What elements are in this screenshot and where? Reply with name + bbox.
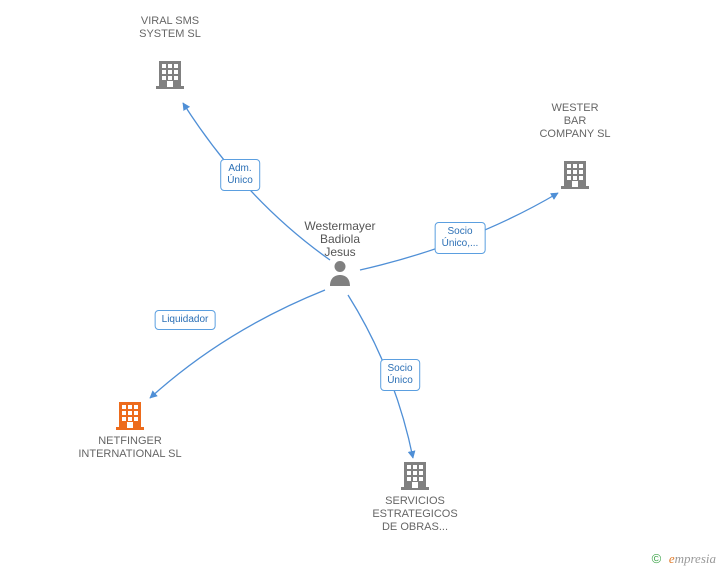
- person-icon: [327, 259, 353, 292]
- edge-label: Adm. Único: [220, 159, 260, 191]
- edge-label: Liquidador: [155, 310, 216, 330]
- copyright-symbol: ©: [652, 551, 662, 566]
- building-icon: [561, 159, 589, 194]
- node-label: VIRAL SMS SYSTEM SL: [100, 15, 240, 41]
- node-label: NETFINGER INTERNATIONAL SL: [60, 435, 200, 461]
- center-node: Westermayer Badiola Jesus: [285, 220, 395, 292]
- diagram-canvas: Westermayer Badiola Jesus VIRAL SMS SYST…: [0, 0, 728, 575]
- edge-path: [150, 290, 325, 398]
- node-wester: WESTER BAR COMPANY SL: [505, 102, 645, 194]
- building-icon: [156, 59, 184, 94]
- center-label: Westermayer Badiola Jesus: [285, 220, 395, 259]
- edge-label: Socio Único,...: [435, 222, 486, 254]
- edge-label: Socio Único: [380, 359, 420, 391]
- node-label: SERVICIOS ESTRATEGICOS DE OBRAS...: [345, 495, 485, 534]
- node-servicios: SERVICIOS ESTRATEGICOS DE OBRAS...: [345, 460, 485, 534]
- building-icon: [401, 460, 429, 495]
- watermark: © empresia: [652, 551, 716, 567]
- brand-rest: mpresia: [675, 551, 716, 566]
- node-label: WESTER BAR COMPANY SL: [505, 102, 645, 141]
- building-icon: [116, 400, 144, 435]
- node-viral: VIRAL SMS SYSTEM SL: [100, 15, 240, 94]
- node-netfinger: NETFINGER INTERNATIONAL SL: [60, 400, 200, 461]
